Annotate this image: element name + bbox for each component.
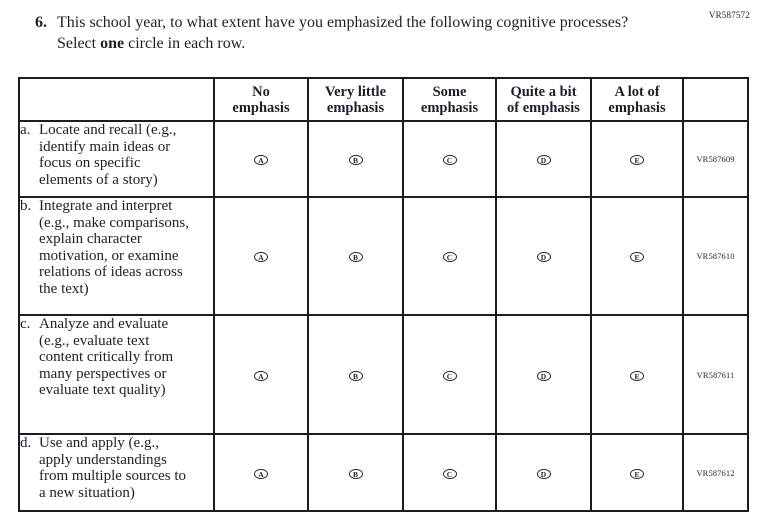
option-cell: D	[495, 120, 592, 198]
row-letter: a.	[20, 122, 31, 138]
row-letter: c.	[20, 316, 31, 332]
option-cell: E	[590, 314, 684, 435]
row-code: VR587610	[682, 196, 749, 316]
corner-cell	[18, 77, 215, 122]
column-header-line: emphasis	[420, 99, 479, 116]
emphasis-matrix-table: No emphasis Very little emphasis Some em…	[18, 77, 749, 512]
question-number: 6.	[35, 14, 47, 31]
header-row: No emphasis Very little emphasis Some em…	[18, 77, 749, 122]
option-cell: A	[213, 314, 309, 435]
row-label-text: Locate and recall (e.g., identify main i…	[39, 122, 177, 188]
answer-bubble-a[interactable]: A	[254, 252, 268, 263]
code-column-header	[682, 77, 749, 122]
row-label-cell: c. Analyze and evaluate (e.g., evaluate …	[18, 314, 215, 435]
column-header-line: Very little	[324, 83, 387, 100]
column-header-line: Quite a bit	[510, 83, 577, 100]
row-label-text: Analyze and evaluate (e.g., evaluate tex…	[39, 316, 174, 398]
answer-bubble-d[interactable]: D	[536, 468, 551, 479]
row-label-cell: d. Use and apply (e.g., apply understand…	[18, 433, 215, 512]
option-cell: B	[307, 120, 404, 198]
answer-bubble-e[interactable]: E	[630, 468, 644, 479]
answer-bubble-c[interactable]: C	[442, 155, 457, 166]
option-cell: C	[402, 314, 497, 435]
column-header-very-little-emphasis: Very little emphasis	[307, 77, 404, 122]
answer-bubble-e[interactable]: E	[630, 370, 644, 381]
question-text-part1: This school year, to what extent have yo…	[57, 14, 629, 52]
answer-bubble-b[interactable]: B	[348, 468, 363, 479]
answer-bubble-c[interactable]: C	[442, 252, 457, 263]
column-header-no-emphasis: No emphasis	[213, 77, 309, 122]
column-header-line: emphasis	[608, 99, 666, 116]
form-code: VR587572	[708, 10, 750, 20]
row-label-cell: b. Integrate and interpret (e.g., make c…	[18, 196, 215, 316]
column-header-line: Some	[432, 83, 467, 100]
question-text-part2: circle in each row.	[124, 35, 246, 52]
option-cell: B	[307, 314, 404, 435]
answer-bubble-e[interactable]: E	[630, 252, 644, 263]
answer-bubble-b[interactable]: B	[348, 252, 363, 263]
answer-bubble-b[interactable]: B	[348, 155, 363, 166]
column-header-line: emphasis	[326, 99, 385, 116]
answer-bubble-d[interactable]: D	[536, 155, 551, 166]
row-label-text: Integrate and interpret (e.g., make comp…	[39, 198, 189, 297]
option-cell: D	[495, 314, 592, 435]
row-code: VR587612	[682, 433, 749, 512]
answer-bubble-d[interactable]: D	[536, 370, 551, 381]
row-label-text: Use and apply (e.g., apply understanding…	[39, 435, 187, 501]
table-row-b: b. Integrate and interpret (e.g., make c…	[18, 196, 749, 316]
option-cell: B	[307, 196, 404, 316]
answer-bubble-a[interactable]: A	[254, 468, 268, 479]
row-code: VR587609	[682, 120, 749, 198]
option-cell: A	[213, 120, 309, 198]
option-cell: B	[307, 433, 404, 512]
answer-bubble-e[interactable]: E	[630, 155, 644, 166]
column-header-line: A lot of	[614, 83, 660, 100]
option-cell: D	[495, 433, 592, 512]
option-cell: C	[402, 433, 497, 512]
table-row-a: a. Locate and recall (e.g., identify mai…	[18, 120, 749, 198]
option-cell: A	[213, 433, 309, 512]
column-header-line: of emphasis	[507, 99, 580, 116]
question-text: This school year, to what extent have yo…	[57, 12, 641, 54]
column-header-quite-a-bit-of-emphasis: Quite a bit of emphasis	[495, 77, 592, 122]
option-cell: C	[402, 196, 497, 316]
option-cell: E	[590, 196, 684, 316]
column-header-line: No	[252, 83, 270, 100]
table-row-c: c. Analyze and evaluate (e.g., evaluate …	[18, 314, 749, 435]
answer-bubble-c[interactable]: C	[442, 370, 457, 381]
option-cell: C	[402, 120, 497, 198]
answer-bubble-c[interactable]: C	[442, 468, 457, 479]
table-row-d: d. Use and apply (e.g., apply understand…	[18, 433, 749, 512]
column-header-a-lot-of-emphasis: A lot of emphasis	[590, 77, 684, 122]
column-header-line: emphasis	[232, 99, 290, 116]
option-cell: A	[213, 196, 309, 316]
answer-bubble-d[interactable]: D	[536, 252, 551, 263]
row-letter: b.	[20, 198, 32, 214]
question: 6. This school year, to what extent have…	[35, 12, 641, 54]
row-label-cell: a. Locate and recall (e.g., identify mai…	[18, 120, 215, 198]
question-text-bold: one	[100, 35, 125, 52]
answer-bubble-b[interactable]: B	[348, 370, 363, 381]
option-cell: D	[495, 196, 592, 316]
answer-bubble-a[interactable]: A	[254, 155, 268, 166]
answer-bubble-a[interactable]: A	[254, 370, 268, 381]
column-header-some-emphasis: Some emphasis	[402, 77, 497, 122]
option-cell: E	[590, 433, 684, 512]
row-code: VR587611	[682, 314, 749, 435]
row-letter: d.	[20, 435, 32, 451]
option-cell: E	[590, 120, 684, 198]
